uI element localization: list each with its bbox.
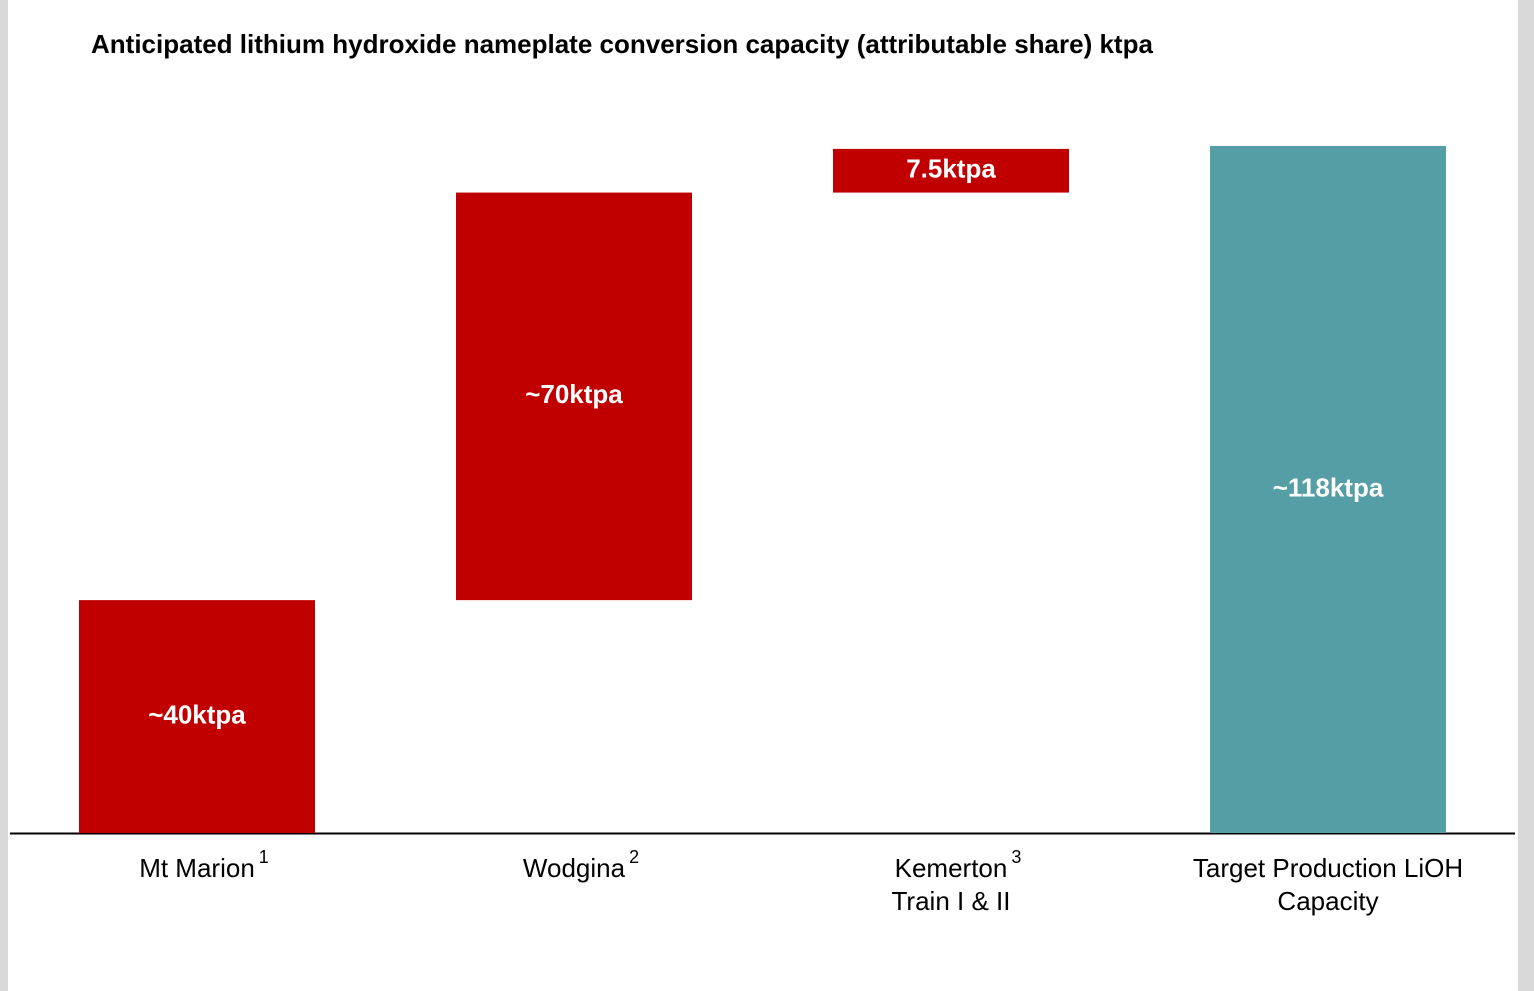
- x-tick-label: Mt Marion: [139, 853, 255, 883]
- footnote-marker: 3: [1011, 847, 1021, 867]
- footnote-marker: 1: [259, 847, 269, 867]
- x-tick-label: Wodgina: [523, 853, 626, 883]
- bar: [1210, 146, 1446, 833]
- bar: [833, 148, 1069, 193]
- value-label: ~118ktpa: [1273, 472, 1384, 502]
- chart-title: Anticipated lithium hydroxide nameplate …: [91, 29, 1153, 59]
- bar: [456, 192, 692, 601]
- x-tick-label: Target Production LiOH Capacity: [1193, 853, 1463, 916]
- value-label: ~40ktpa: [148, 699, 246, 729]
- value-label: 7.5ktpa: [906, 154, 996, 184]
- value-label: ~70ktpa: [525, 379, 623, 409]
- bar: [79, 600, 315, 833]
- footnote-marker: 2: [629, 847, 639, 867]
- x-tick-label: Kemerton Train I & II: [892, 853, 1011, 916]
